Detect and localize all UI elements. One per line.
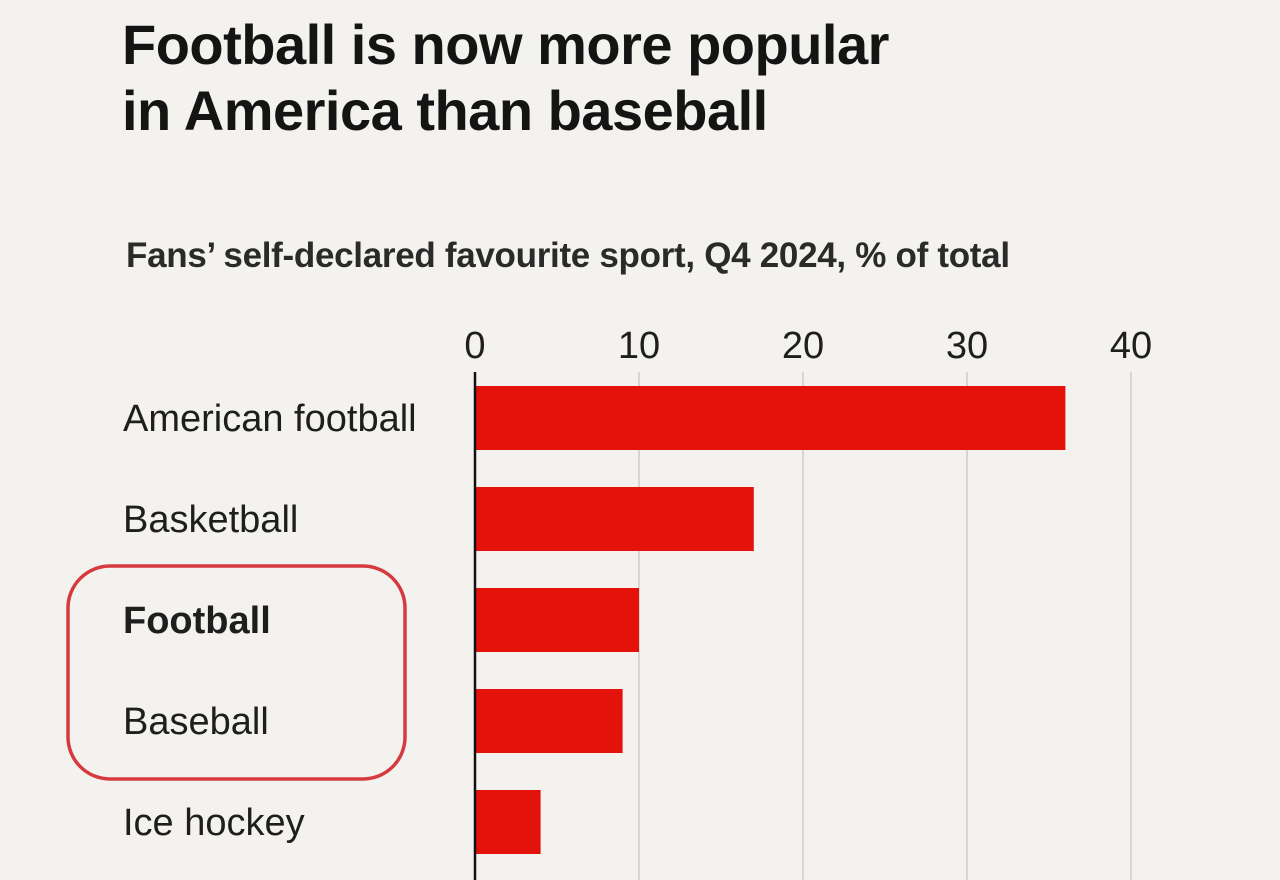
highlight-annotation-ring [66, 564, 407, 781]
bar-football [475, 588, 639, 652]
category-label-basketball: Basketball [123, 499, 298, 541]
x-tick-label-10: 10 [618, 325, 660, 367]
bar-basketball [475, 487, 754, 551]
x-tick-label-40: 40 [1110, 325, 1152, 367]
x-tick-label-30: 30 [946, 325, 988, 367]
x-tick-label-0: 0 [464, 325, 485, 367]
bar-american-football [475, 386, 1066, 450]
chart-subtitle: Fans’ self-declared favourite sport, Q4 … [126, 236, 1010, 275]
chart-title-line-2: in America than baseball [122, 79, 768, 142]
chart-title-line-1: Football is now more popular [122, 13, 889, 76]
category-label-ice-hockey: Ice hockey [123, 802, 305, 844]
chart-title: Football is now more popular in America … [122, 12, 1122, 144]
category-label-baseball: Baseball [123, 701, 269, 743]
x-tick-label-20: 20 [782, 325, 824, 367]
category-label-football: Football [123, 600, 271, 642]
bar-ice-hockey [475, 790, 541, 854]
bar-baseball [475, 689, 623, 753]
category-label-american-football: American football [123, 398, 417, 440]
